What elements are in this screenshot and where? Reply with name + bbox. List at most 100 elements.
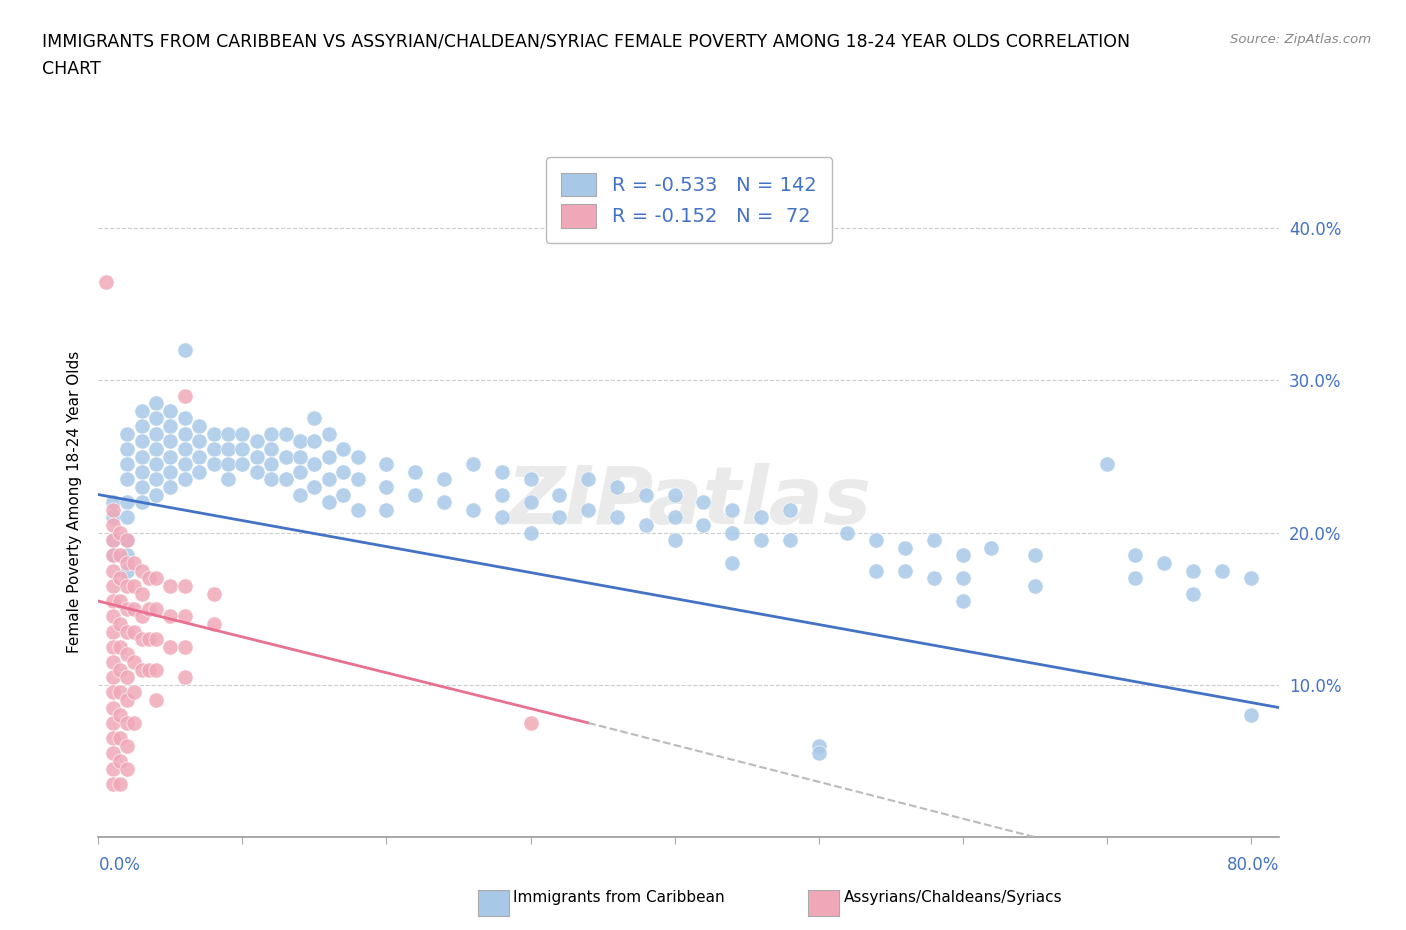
- Point: [519, 525, 541, 540]
- Point: [115, 457, 138, 472]
- Text: IMMIGRANTS FROM CARIBBEAN VS ASSYRIAN/CHALDEAN/SYRIAC FEMALE POVERTY AMONG 18-24: IMMIGRANTS FROM CARIBBEAN VS ASSYRIAN/CH…: [42, 33, 1130, 50]
- Point: [145, 426, 167, 441]
- Point: [101, 685, 124, 700]
- Point: [159, 609, 181, 624]
- Point: [461, 457, 484, 472]
- Point: [246, 434, 269, 449]
- Point: [404, 487, 426, 502]
- Point: [202, 586, 225, 601]
- Point: [145, 602, 167, 617]
- Point: [173, 426, 195, 441]
- Point: [491, 464, 513, 479]
- Point: [260, 442, 283, 457]
- Point: [159, 578, 181, 593]
- Point: [274, 426, 297, 441]
- Point: [865, 564, 887, 578]
- Point: [1240, 708, 1263, 723]
- Point: [260, 426, 283, 441]
- Point: [101, 624, 124, 639]
- Point: [173, 670, 195, 684]
- Text: Immigrants from Caribbean: Immigrants from Caribbean: [513, 890, 725, 905]
- Point: [101, 609, 124, 624]
- Point: [173, 388, 195, 403]
- Point: [108, 593, 131, 608]
- Point: [519, 495, 541, 510]
- Point: [188, 464, 211, 479]
- Point: [304, 434, 326, 449]
- Point: [173, 442, 195, 457]
- Point: [101, 533, 124, 548]
- Point: [131, 434, 153, 449]
- Point: [108, 548, 131, 563]
- Point: [131, 609, 153, 624]
- Point: [1182, 586, 1205, 601]
- Point: [115, 761, 138, 776]
- Point: [173, 342, 195, 357]
- Point: [145, 487, 167, 502]
- Point: [173, 578, 195, 593]
- Point: [318, 449, 340, 464]
- Point: [779, 502, 801, 517]
- Point: [346, 472, 368, 486]
- Point: [131, 495, 153, 510]
- Point: [1240, 571, 1263, 586]
- Point: [217, 472, 239, 486]
- Point: [202, 426, 225, 441]
- Point: [304, 480, 326, 495]
- Point: [433, 495, 456, 510]
- Point: [115, 602, 138, 617]
- Point: [894, 540, 917, 555]
- Point: [173, 457, 195, 472]
- Point: [131, 564, 153, 578]
- Point: [115, 555, 138, 570]
- Point: [1182, 564, 1205, 578]
- Point: [101, 510, 124, 525]
- Point: [288, 464, 311, 479]
- Point: [1125, 571, 1147, 586]
- Point: [101, 502, 124, 517]
- Point: [138, 631, 160, 646]
- Point: [576, 502, 599, 517]
- Point: [138, 662, 160, 677]
- Point: [115, 533, 138, 548]
- Point: [318, 495, 340, 510]
- Point: [145, 396, 167, 411]
- Point: [131, 662, 153, 677]
- Point: [108, 571, 131, 586]
- Point: [101, 670, 124, 684]
- Point: [664, 510, 686, 525]
- Point: [749, 510, 772, 525]
- Point: [288, 487, 311, 502]
- Point: [124, 602, 146, 617]
- Point: [1153, 555, 1175, 570]
- Point: [115, 533, 138, 548]
- Point: [807, 746, 830, 761]
- Point: [375, 457, 398, 472]
- Point: [404, 464, 426, 479]
- Point: [145, 411, 167, 426]
- Point: [101, 715, 124, 730]
- Point: [304, 411, 326, 426]
- Point: [952, 571, 974, 586]
- Point: [1211, 564, 1233, 578]
- Point: [145, 631, 167, 646]
- Text: CHART: CHART: [42, 60, 101, 78]
- Point: [159, 480, 181, 495]
- Point: [101, 495, 124, 510]
- Point: [115, 647, 138, 662]
- Point: [159, 639, 181, 654]
- Point: [231, 426, 253, 441]
- Point: [131, 418, 153, 433]
- Point: [108, 753, 131, 768]
- Point: [131, 449, 153, 464]
- Point: [288, 449, 311, 464]
- Point: [664, 487, 686, 502]
- Point: [288, 434, 311, 449]
- Point: [346, 449, 368, 464]
- Point: [173, 472, 195, 486]
- Point: [131, 480, 153, 495]
- Point: [124, 624, 146, 639]
- Point: [260, 472, 283, 486]
- Point: [124, 685, 146, 700]
- Point: [246, 464, 269, 479]
